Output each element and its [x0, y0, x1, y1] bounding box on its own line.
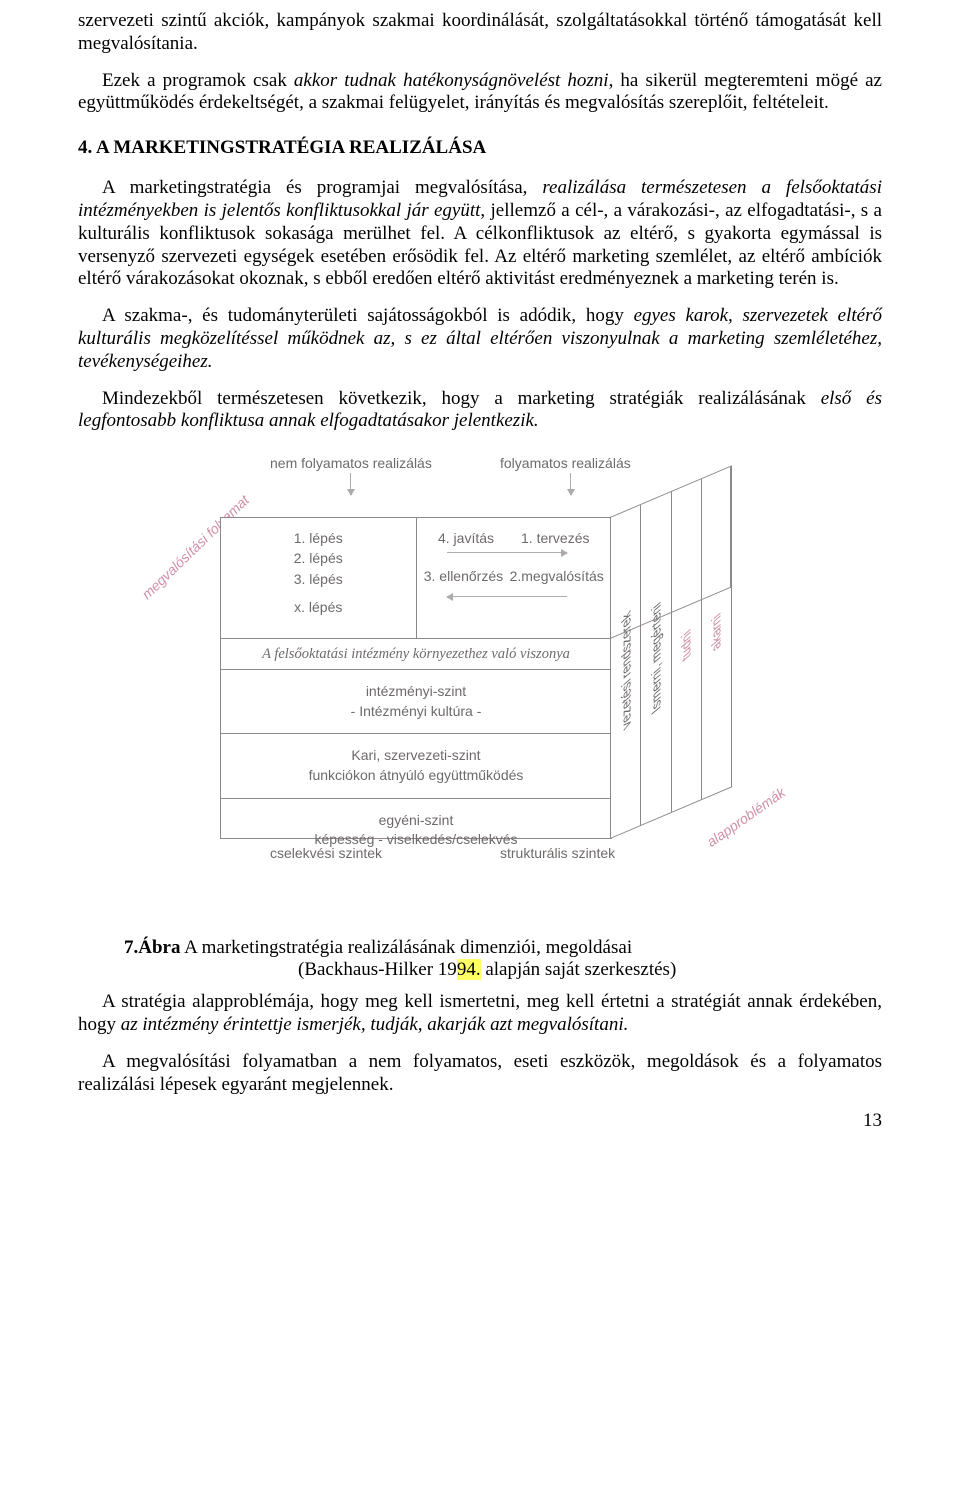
paragraph-3: A marketingstratégia és programjai megva…	[78, 177, 882, 291]
cube-front-face: 1. lépés 2. lépés 3. lépés x. lépés 4. j…	[220, 517, 612, 839]
figure-diagram: nem folyamatos realizálás folyamatos rea…	[78, 467, 882, 897]
front-level-2: Kari, szervezeti-szint funkciókon átnyúl…	[221, 734, 611, 798]
diagram-top-label-left: nem folyamatos realizálás	[270, 455, 432, 471]
diagram-bottom-left: cselekvési szintek	[270, 845, 382, 861]
paragraph-7: A megvalósítási folyamatban a nem folyam…	[78, 1051, 882, 1097]
page-number: 13	[78, 1110, 882, 1132]
diagram-bottom-right: strukturális szintek	[500, 845, 615, 861]
diagram-diagonal-right: alapproblémák	[704, 784, 788, 850]
arrow-down-icon	[350, 473, 351, 495]
paragraph-6: A stratégia alapproblémája, hogy meg kel…	[78, 991, 882, 1037]
arrow-right-icon	[447, 552, 567, 553]
paragraph-5: Mindezekből természetesen következik, ho…	[78, 388, 882, 434]
front-wide-row: A felsőoktatási intézmény környezethez v…	[221, 639, 611, 670]
arrow-down-icon	[570, 473, 571, 495]
front-steps-left: 1. lépés 2. lépés 3. lépés x. lépés	[221, 518, 417, 638]
arrow-left-icon	[447, 596, 567, 597]
diagram-top-label-right: folyamatos realizálás	[500, 455, 631, 471]
front-steps-right: 4. javítás 1. tervezés 3. ellenőrzés 2.m…	[417, 518, 612, 638]
cube-right-face: vezetési rendszerek Ismerni, megérteni t…	[610, 465, 732, 839]
paragraph-2: Ezek a programok csak akkor tudnak haték…	[78, 70, 882, 116]
section-heading: 4. A MARKETINGSTRATÉGIA REALIZÁLÁSA	[78, 137, 882, 159]
figure-caption: 7.Ábra A marketingstratégia realizálásán…	[78, 937, 882, 981]
paragraph-1: szervezeti szintű akciók, kampányok szak…	[78, 10, 882, 56]
paragraph-4: A szakma-, és tudományterületi sajátossá…	[78, 305, 882, 373]
front-level-1: intézményi-szint - Intézményi kultúra -	[221, 670, 611, 734]
